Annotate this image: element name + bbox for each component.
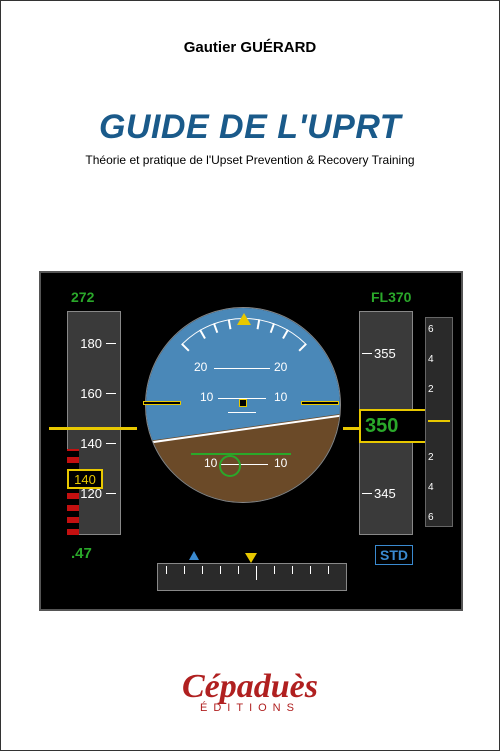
vs-zero-line xyxy=(428,420,450,422)
vs-tick: 2 xyxy=(428,384,434,395)
vs-tick: 4 xyxy=(428,482,434,493)
hdg-tick xyxy=(292,566,293,574)
speed-bug-readout: 140 xyxy=(67,469,103,489)
speed-tick-line xyxy=(106,393,116,394)
book-title: GUIDE DE L'UPRT xyxy=(1,108,499,147)
altitude-readout-main: 350 xyxy=(365,415,398,438)
heading-bug-icon xyxy=(189,551,199,560)
aircraft-symbol-center xyxy=(239,399,247,407)
aircraft-symbol-right-wing xyxy=(301,401,339,405)
heading-scale xyxy=(157,563,347,591)
vs-tick: 6 xyxy=(428,324,434,335)
speed-tick-line xyxy=(106,343,116,344)
alt-tick-line xyxy=(362,493,372,494)
publisher-name: Cépaduès xyxy=(1,668,499,706)
flight-director-bar xyxy=(191,453,291,455)
speed-bug xyxy=(49,415,137,443)
hdg-tick xyxy=(220,566,221,574)
speed-bug-line xyxy=(49,427,137,430)
hdg-tick xyxy=(274,566,275,574)
speed-tick-line xyxy=(106,443,116,444)
hdg-tick xyxy=(238,566,239,574)
selected-speed-label: 272 xyxy=(71,289,94,305)
hdg-tick xyxy=(202,566,203,574)
baro-std-label: STD xyxy=(375,545,413,565)
alt-tick: 355 xyxy=(374,346,396,361)
publisher-block: Cépaduès ÉDITIONS xyxy=(1,668,499,714)
overspeed-barber-pole xyxy=(67,449,79,535)
book-subtitle: Théorie et pratique de l'Upset Preventio… xyxy=(1,153,499,167)
publisher-subtitle: ÉDITIONS xyxy=(1,702,499,714)
speed-tick: 180 xyxy=(80,336,102,351)
hdg-tick xyxy=(166,566,167,574)
bank-pointer-icon xyxy=(237,313,251,325)
heading-pointer-icon xyxy=(245,553,257,563)
hdg-tick xyxy=(184,566,185,574)
vertical-speed-tape: 6 4 2 2 4 6 xyxy=(425,317,453,527)
hdg-tick xyxy=(328,566,329,574)
primary-flight-display: 272 180 160 140 120 140 20 20 10 10 10 1… xyxy=(39,271,463,611)
hdg-tick xyxy=(310,566,311,574)
speed-tick-line xyxy=(106,493,116,494)
vs-tick: 6 xyxy=(428,512,434,523)
alt-readout-pointer xyxy=(343,427,361,430)
alt-tick: 345 xyxy=(374,486,396,501)
mach-readout: .47 xyxy=(71,545,92,562)
vs-tick: 2 xyxy=(428,452,434,463)
aircraft-symbol-left-wing xyxy=(143,401,181,405)
speed-tick: 160 xyxy=(80,386,102,401)
flight-path-vector-icon xyxy=(219,455,241,477)
vs-tick: 4 xyxy=(428,354,434,365)
selected-altitude-label: FL370 xyxy=(371,289,411,305)
author-name: Gautier GUÉRARD xyxy=(1,39,499,56)
hdg-tick xyxy=(256,566,257,580)
alt-tick-line xyxy=(362,353,372,354)
